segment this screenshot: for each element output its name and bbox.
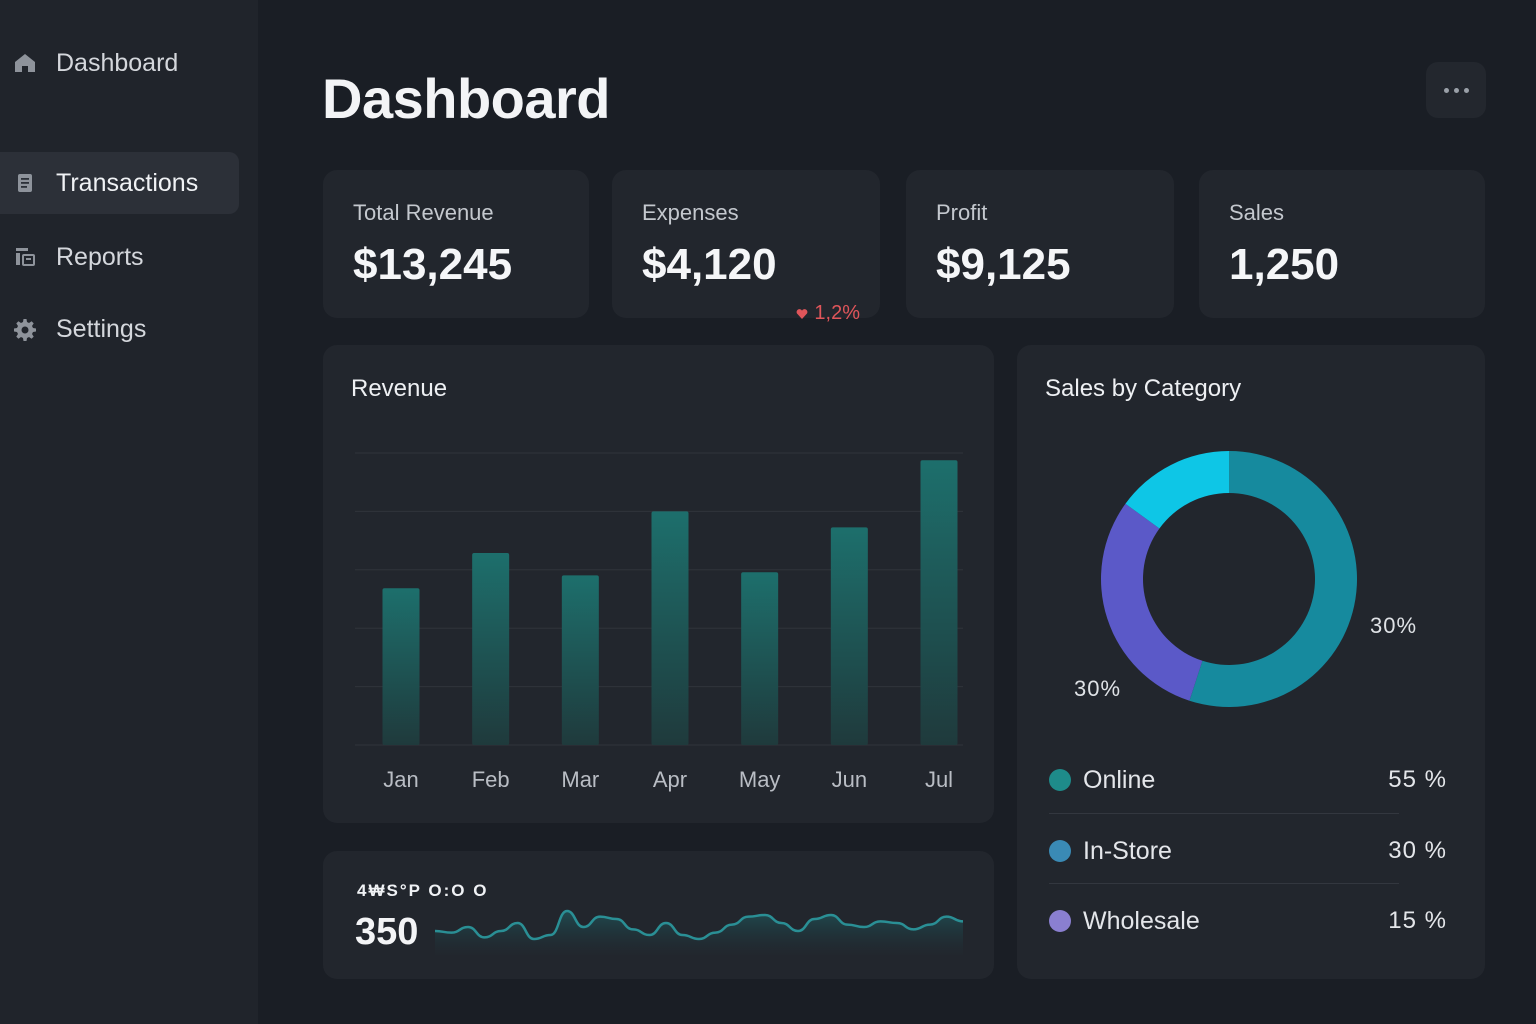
revenue-bar[interactable] (920, 460, 958, 745)
stat-delta-value: 1,2% (814, 302, 860, 324)
sidebar-item-label: Settings (56, 314, 147, 343)
stat-value: $9,125 (936, 240, 1071, 289)
home-icon (12, 50, 38, 76)
category-title: Sales by Category (1045, 375, 1242, 402)
legend-divider (1049, 883, 1399, 884)
legend-pct: 55 % (1388, 766, 1447, 793)
stat-card-expenses: Expenses $4,120 1,2% (612, 170, 880, 324)
stat-value: 1,250 (1229, 240, 1340, 289)
x-tick-label: Jan (383, 767, 418, 792)
stat-card-profit: Profit $9,125 (906, 170, 1174, 318)
revenue-bar[interactable] (830, 527, 868, 745)
revenue-bar[interactable] (651, 511, 689, 745)
gear-icon (12, 316, 38, 342)
stat-value: $4,120 (642, 240, 777, 289)
revenue-bar[interactable] (382, 588, 420, 745)
donut-slice[interactable] (1101, 503, 1203, 701)
heart-icon (797, 308, 808, 319)
more-options-button[interactable] (1426, 62, 1486, 118)
mini-stat-card: 4₩S°P O:O O 350 (323, 851, 994, 979)
stat-label: Total Revenue (353, 200, 494, 225)
mini-area-chart (434, 909, 964, 955)
stat-label: Profit (936, 200, 988, 225)
sidebar-item-label: Dashboard (56, 48, 179, 77)
x-tick-label: Mar (561, 767, 599, 792)
more-dot-icon (1443, 87, 1449, 93)
mini-stat-label: 4₩S°P O:O O (357, 881, 489, 900)
stat-label: Sales (1229, 200, 1285, 225)
sidebar: Dashboard Transactions Reports Settings (0, 0, 258, 1024)
page-title: Dashboard (322, 67, 611, 130)
legend-dot (1049, 769, 1071, 791)
sidebar-item-reports[interactable]: Reports (0, 226, 239, 288)
document-icon (12, 170, 38, 196)
legend-pct: 15 % (1388, 907, 1447, 934)
legend-dot (1049, 840, 1071, 862)
revenue-bar-chart: Jan Feb Mar Apr May Jun Jul (355, 452, 963, 792)
legend-item-in-store[interactable]: In-Store 30 % (1049, 816, 1447, 886)
stat-value: $13,245 (353, 240, 513, 289)
sidebar-item-settings[interactable]: Settings (0, 298, 239, 360)
x-tick-label: Feb (472, 767, 510, 792)
revenue-card: Revenue Jan Feb Mar Apr May Jun Jul (323, 345, 994, 823)
legend-divider (1049, 813, 1399, 814)
stat-card-sales: Sales 1,250 (1199, 170, 1485, 318)
x-tick-label: Apr (653, 767, 687, 792)
sidebar-item-label: Reports (56, 242, 144, 271)
area-fill (435, 911, 963, 955)
donut-slice[interactable] (1189, 451, 1357, 707)
area-line (434, 909, 964, 941)
main-content: Dashboard Total Revenue $13,245 Expenses… (258, 0, 1536, 1024)
stat-delta: 1,2% (796, 302, 860, 325)
legend-item-online[interactable]: Online 55 % (1049, 745, 1447, 815)
revenue-bar[interactable] (741, 572, 779, 745)
donut-slice[interactable] (1125, 451, 1229, 529)
x-tick-label: Jun (832, 767, 867, 792)
ring-label-left: 30% (1074, 676, 1122, 701)
sidebar-item-dashboard[interactable]: Dashboard (0, 32, 239, 94)
x-tick-label: May (739, 767, 781, 792)
ring-label-right: 30% (1370, 613, 1418, 638)
legend-name: Online (1083, 765, 1156, 794)
legend-name: In-Store (1083, 836, 1172, 865)
stat-label: Expenses (642, 200, 739, 225)
legend-name: Wholesale (1083, 906, 1200, 935)
revenue-bar[interactable] (472, 553, 510, 745)
sales-by-category-card: Sales by Category 30% 30% Online 55 % In… (1017, 345, 1485, 979)
legend-dot (1049, 910, 1071, 932)
legend-pct: 30 % (1388, 837, 1447, 864)
reports-icon (12, 244, 38, 270)
revenue-bar[interactable] (561, 575, 599, 745)
x-tick-label: Jul (925, 767, 953, 792)
category-donut-chart (1101, 451, 1357, 707)
sidebar-item-transactions[interactable]: Transactions (0, 152, 239, 214)
revenue-title: Revenue (351, 375, 448, 402)
legend-item-wholesale[interactable]: Wholesale 15 % (1049, 886, 1447, 956)
more-dot-icon (1453, 87, 1459, 93)
stat-card-total-revenue: Total Revenue $13,245 (323, 170, 589, 318)
more-dot-icon (1463, 87, 1469, 93)
mini-stat-value: 350 (355, 911, 419, 953)
sidebar-item-label: Transactions (56, 168, 199, 197)
